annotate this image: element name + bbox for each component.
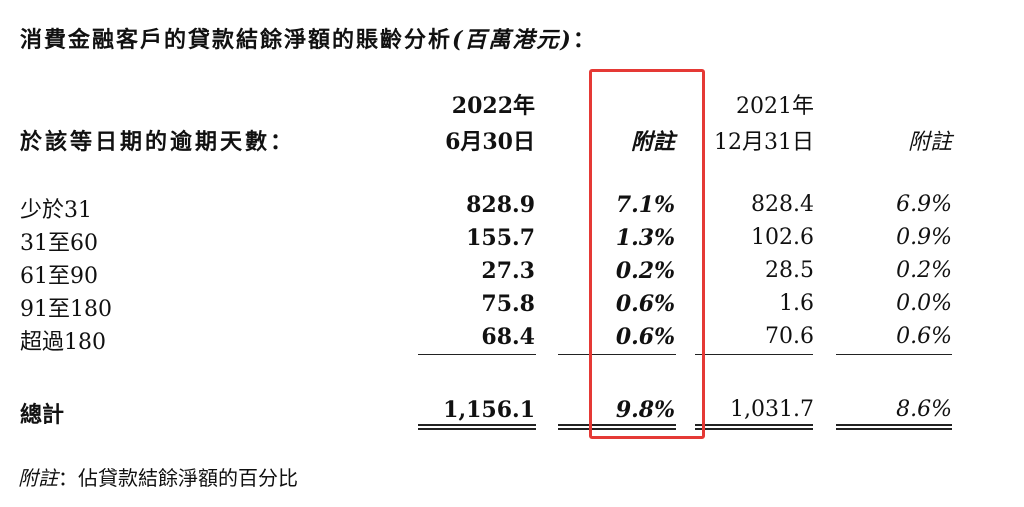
value-2021: 1.6 [779,291,814,316]
row-label: 超過180 [20,330,106,355]
total-percent-2021: 8.6% [896,397,952,422]
subtotal-rule [558,354,676,355]
percent-2021: 6.9% [896,192,952,217]
total-percent-2022: 9.8% [615,397,675,423]
subtotal-rule [836,354,952,355]
percent-2022: 0.2% [615,258,675,284]
title-unit: (百萬港元) [452,27,573,53]
header-2021-date: 12月31日 [714,130,814,155]
header-2022-year: 2022年 [451,93,535,119]
value-2021: 828.4 [751,192,814,217]
subtotal-rule [418,354,536,355]
value-2022: 155.7 [466,225,535,251]
percent-2021: 0.2% [896,258,952,283]
total-double-rule [836,424,952,430]
header-note-2022: 附註 [630,129,675,155]
percent-2022: 1.3% [615,225,675,251]
header-2022-date: 6月30日 [445,129,535,155]
percent-2022: 7.1% [615,192,675,218]
value-2021: 102.6 [751,225,814,250]
total-double-rule [695,424,813,430]
total-label: 總計 [20,402,65,428]
row-label: 31至60 [20,231,98,256]
percent-2021: 0.6% [896,324,952,349]
row-label: 少於31 [20,198,92,223]
footnote-text: ：佔貸款結餘淨額的百分比 [58,466,298,490]
title-suffix: ： [572,27,597,53]
percent-2021: 0.9% [896,225,952,250]
value-2021: 28.5 [765,258,814,283]
percent-2021: 0.0% [896,291,952,316]
table-title: 消費金融客戶的貸款結餘淨額的賬齡分析(百萬港元)： [20,22,597,54]
value-2021: 70.6 [765,324,814,349]
total-2021: 1,031.7 [730,397,814,422]
subtotal-rule [695,354,813,355]
value-2022: 828.9 [466,192,535,218]
percent-2022: 0.6% [615,324,675,350]
total-2022: 1,156.1 [443,397,535,423]
title-main: 消費金融客戶的貸款結餘淨額的賬齡分析 [20,27,453,53]
footnote-prefix: 附註 [18,466,58,490]
total-double-rule [558,424,676,430]
percent-2022: 0.6% [615,291,675,317]
header-note-2021: 附註 [907,130,952,155]
value-2022: 75.8 [481,291,535,317]
total-double-rule [418,424,536,430]
value-2022: 27.3 [481,258,535,284]
header-row-label: 於該等日期的逾期天數： [20,129,296,155]
header-2021-year: 2021年 [736,94,814,119]
footnote: 附註：佔貸款結餘淨額的百分比 [18,462,298,491]
highlight-box [589,69,705,439]
value-2022: 68.4 [481,324,535,350]
row-label: 91至180 [20,297,112,322]
row-label: 61至90 [20,264,98,289]
